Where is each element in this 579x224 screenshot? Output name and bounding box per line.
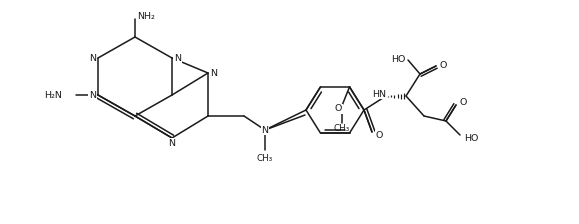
Text: NH₂: NH₂ bbox=[137, 11, 155, 21]
Text: M: M bbox=[262, 153, 269, 162]
Text: HN: HN bbox=[372, 90, 386, 99]
Text: CH₃: CH₃ bbox=[257, 153, 273, 162]
Text: HO: HO bbox=[464, 134, 478, 142]
Text: O: O bbox=[440, 60, 448, 69]
Text: N: N bbox=[262, 125, 269, 134]
Text: N: N bbox=[89, 90, 96, 99]
Text: O: O bbox=[335, 104, 342, 113]
Text: N: N bbox=[89, 54, 96, 62]
Text: O: O bbox=[376, 131, 383, 140]
Text: CH₃: CH₃ bbox=[257, 153, 273, 162]
Text: N: N bbox=[174, 54, 181, 62]
Text: O: O bbox=[459, 97, 466, 106]
Text: CH₃: CH₃ bbox=[334, 124, 350, 134]
Text: N: N bbox=[168, 138, 175, 147]
Text: HO: HO bbox=[391, 54, 405, 63]
Text: H₂N: H₂N bbox=[44, 90, 62, 99]
Text: N: N bbox=[210, 69, 217, 78]
